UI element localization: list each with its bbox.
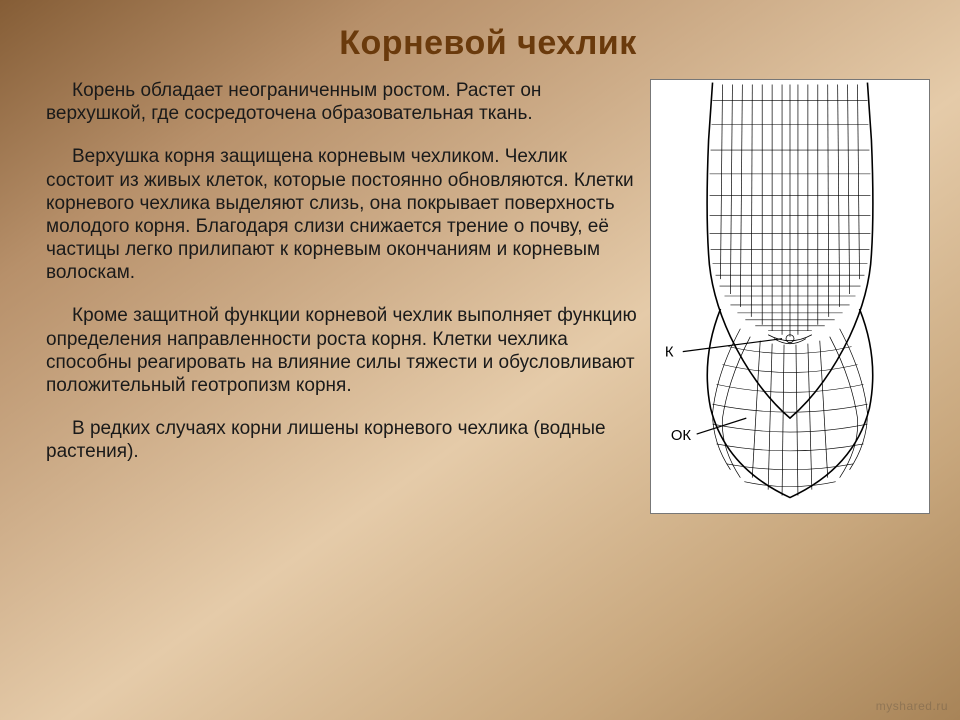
content-row: Корень обладает неограниченным ростом. Р… xyxy=(46,79,930,514)
text-column: Корень обладает неограниченным ростом. Р… xyxy=(46,79,638,483)
watermark: myshared.ru xyxy=(876,699,948,713)
slide: Корневой чехлик Корень обладает неограни… xyxy=(0,0,960,720)
paragraph-3: Кроме защитной функции корневой чехлик в… xyxy=(46,304,638,397)
figure-label-ok: ОК xyxy=(671,428,692,444)
figure-root-cap: К ОК xyxy=(650,79,930,514)
paragraph-2: Верхушка корня защищена корневым чехлико… xyxy=(46,145,638,284)
paragraph-4: В редких случаях корни лишены корневого … xyxy=(46,417,638,463)
slide-title: Корневой чехлик xyxy=(46,24,930,63)
figure-label-k: К xyxy=(665,345,674,361)
paragraph-1: Корень обладает неограниченным ростом. Р… xyxy=(46,79,638,125)
root-cap-svg: К ОК xyxy=(651,80,929,513)
